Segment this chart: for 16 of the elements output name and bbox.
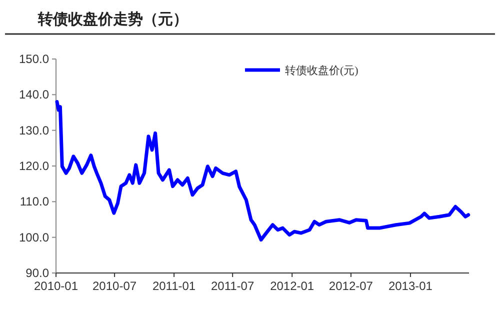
y-tick-label: 90.0 [26, 266, 50, 280]
x-tick-label: 2012-01 [270, 279, 314, 293]
legend-label: 转债收盘价(元) [285, 65, 359, 77]
x-tick-label: 2010-01 [34, 279, 78, 293]
y-tick-label: 130.0 [18, 123, 50, 138]
x-tick-label: 2010-07 [92, 279, 137, 293]
y-tick-label: 110.0 [20, 194, 50, 209]
x-tick-label: 2012-07 [328, 279, 374, 293]
chart-title: 转债收盘价走势（元） [37, 11, 188, 28]
y-tick-label: 100.0 [18, 230, 50, 244]
y-tick-label: 140.0 [18, 88, 50, 102]
y-tick-label: 150.0 [18, 52, 50, 66]
x-tick-label: 2011-07 [211, 279, 254, 293]
x-tick-label: 2013-01 [388, 279, 433, 293]
x-tick-label: 2011-01 [152, 279, 196, 293]
y-tick-label: 120.0 [18, 159, 50, 173]
